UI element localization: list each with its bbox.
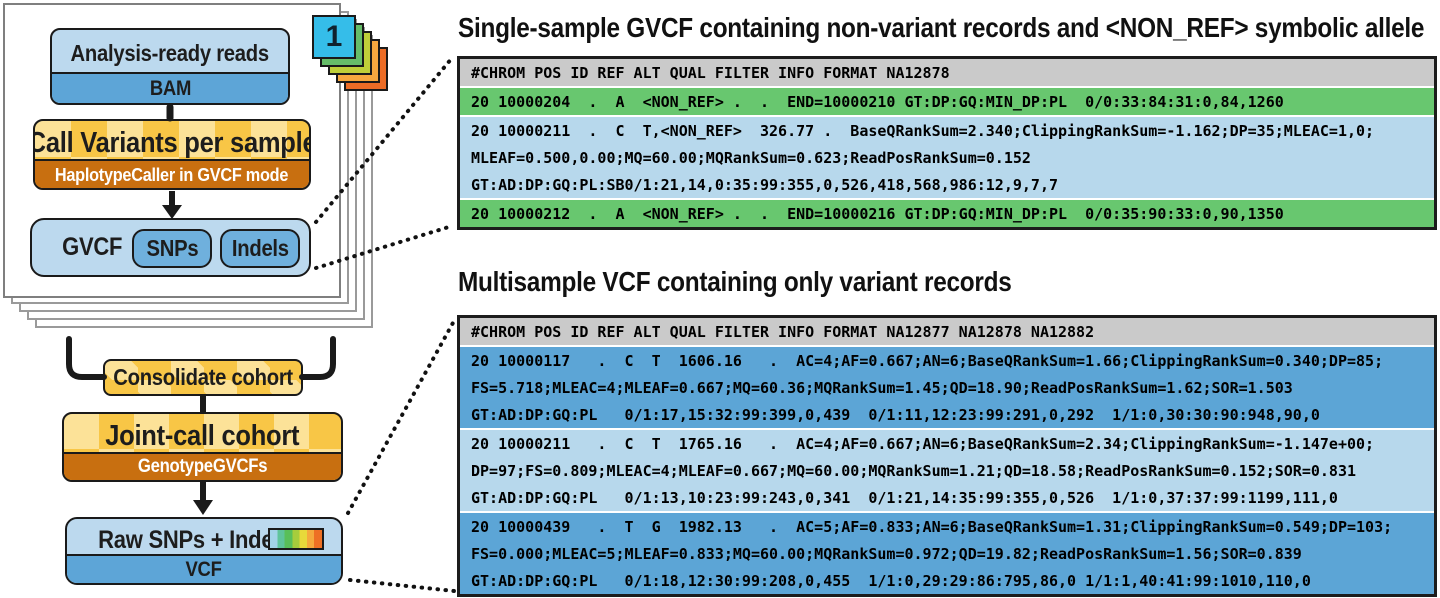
rainbow-swatch-icon — [268, 528, 324, 550]
gvcf-records-table: #CHROM POS ID REF ALT QUAL FILTER INFO F… — [457, 56, 1437, 230]
node-raw-snps-indels: Raw SNPs + Indels VCF — [65, 517, 343, 585]
node-gvcf: GVCF SNPs Indels — [30, 218, 311, 277]
variant-row: 20 10000117 . C T 1606.16 . AC=4;AF=0.66… — [460, 345, 1434, 428]
node-call-variants: Call Variants per sample HaplotypeCaller… — [33, 119, 311, 190]
variant-row: 20 10000439 . T G 1982.13 . AC=5;AF=0.83… — [460, 511, 1434, 594]
table-header-row: #CHROM POS ID REF ALT QUAL FILTER INFO F… — [460, 318, 1434, 345]
variant-row: 20 10000211 . C T 1765.16 . AC=4;AF=0.66… — [460, 428, 1434, 511]
node-consolidate-cohort: Consolidate cohort — [103, 359, 303, 396]
node-label: Consolidate cohort — [113, 364, 293, 390]
sample-square-one: 1 — [312, 15, 356, 59]
table-header-row: #CHROM POS ID REF ALT QUAL FILTER INFO F… — [460, 59, 1434, 86]
variant-row: 20 10000211 . C T,<NON_REF> 326.77 . Bas… — [460, 115, 1434, 198]
header-text: #CHROM POS ID REF ALT QUAL FILTER INFO F… — [471, 63, 950, 82]
multisample-vcf-table: #CHROM POS ID REF ALT QUAL FILTER INFO F… — [457, 315, 1437, 597]
arrow-jointcall-to-raw — [193, 481, 213, 515]
dotted-leader-vcf-to-table2-bottom — [348, 578, 456, 593]
dotted-leader-raw-to-table2-top — [346, 319, 456, 515]
panel1-title: Single-sample GVCF containing non-varian… — [458, 12, 1425, 43]
bam-band: BAM — [52, 72, 288, 103]
indels-pill: Indels — [220, 229, 300, 268]
gvcf-label: GVCF — [62, 233, 123, 261]
node-label: Call Variants per sample — [33, 126, 311, 159]
vcf-band: VCF — [67, 554, 341, 583]
sample-number: 1 — [325, 20, 343, 53]
nonvariant-row: 20 10000212 . A <NON_REF> . . END=100002… — [460, 198, 1434, 227]
node-label: Joint-call cohort — [105, 419, 300, 452]
node-joint-call-cohort: Joint-call cohort GenotypeGVCFs — [62, 412, 343, 482]
haplotypecaller-band: HaplotypeCaller in GVCF mode — [35, 159, 309, 188]
node-analysis-ready-reads: Analysis-ready reads BAM — [50, 28, 290, 105]
genotypegvcfs-band: GenotypeGVCFs — [64, 452, 341, 480]
nonvariant-row: 20 10000204 . A <NON_REF> . . END=100002… — [460, 86, 1434, 115]
node-label: Analysis-ready reads — [70, 39, 270, 66]
header-text: #CHROM POS ID REF ALT QUAL FILTER INFO F… — [471, 322, 1095, 341]
node-label: Raw SNPs + Indels — [98, 525, 292, 554]
panel2-title: Multisample VCF containing only variant … — [458, 266, 1012, 297]
snps-pill: SNPs — [132, 229, 212, 268]
